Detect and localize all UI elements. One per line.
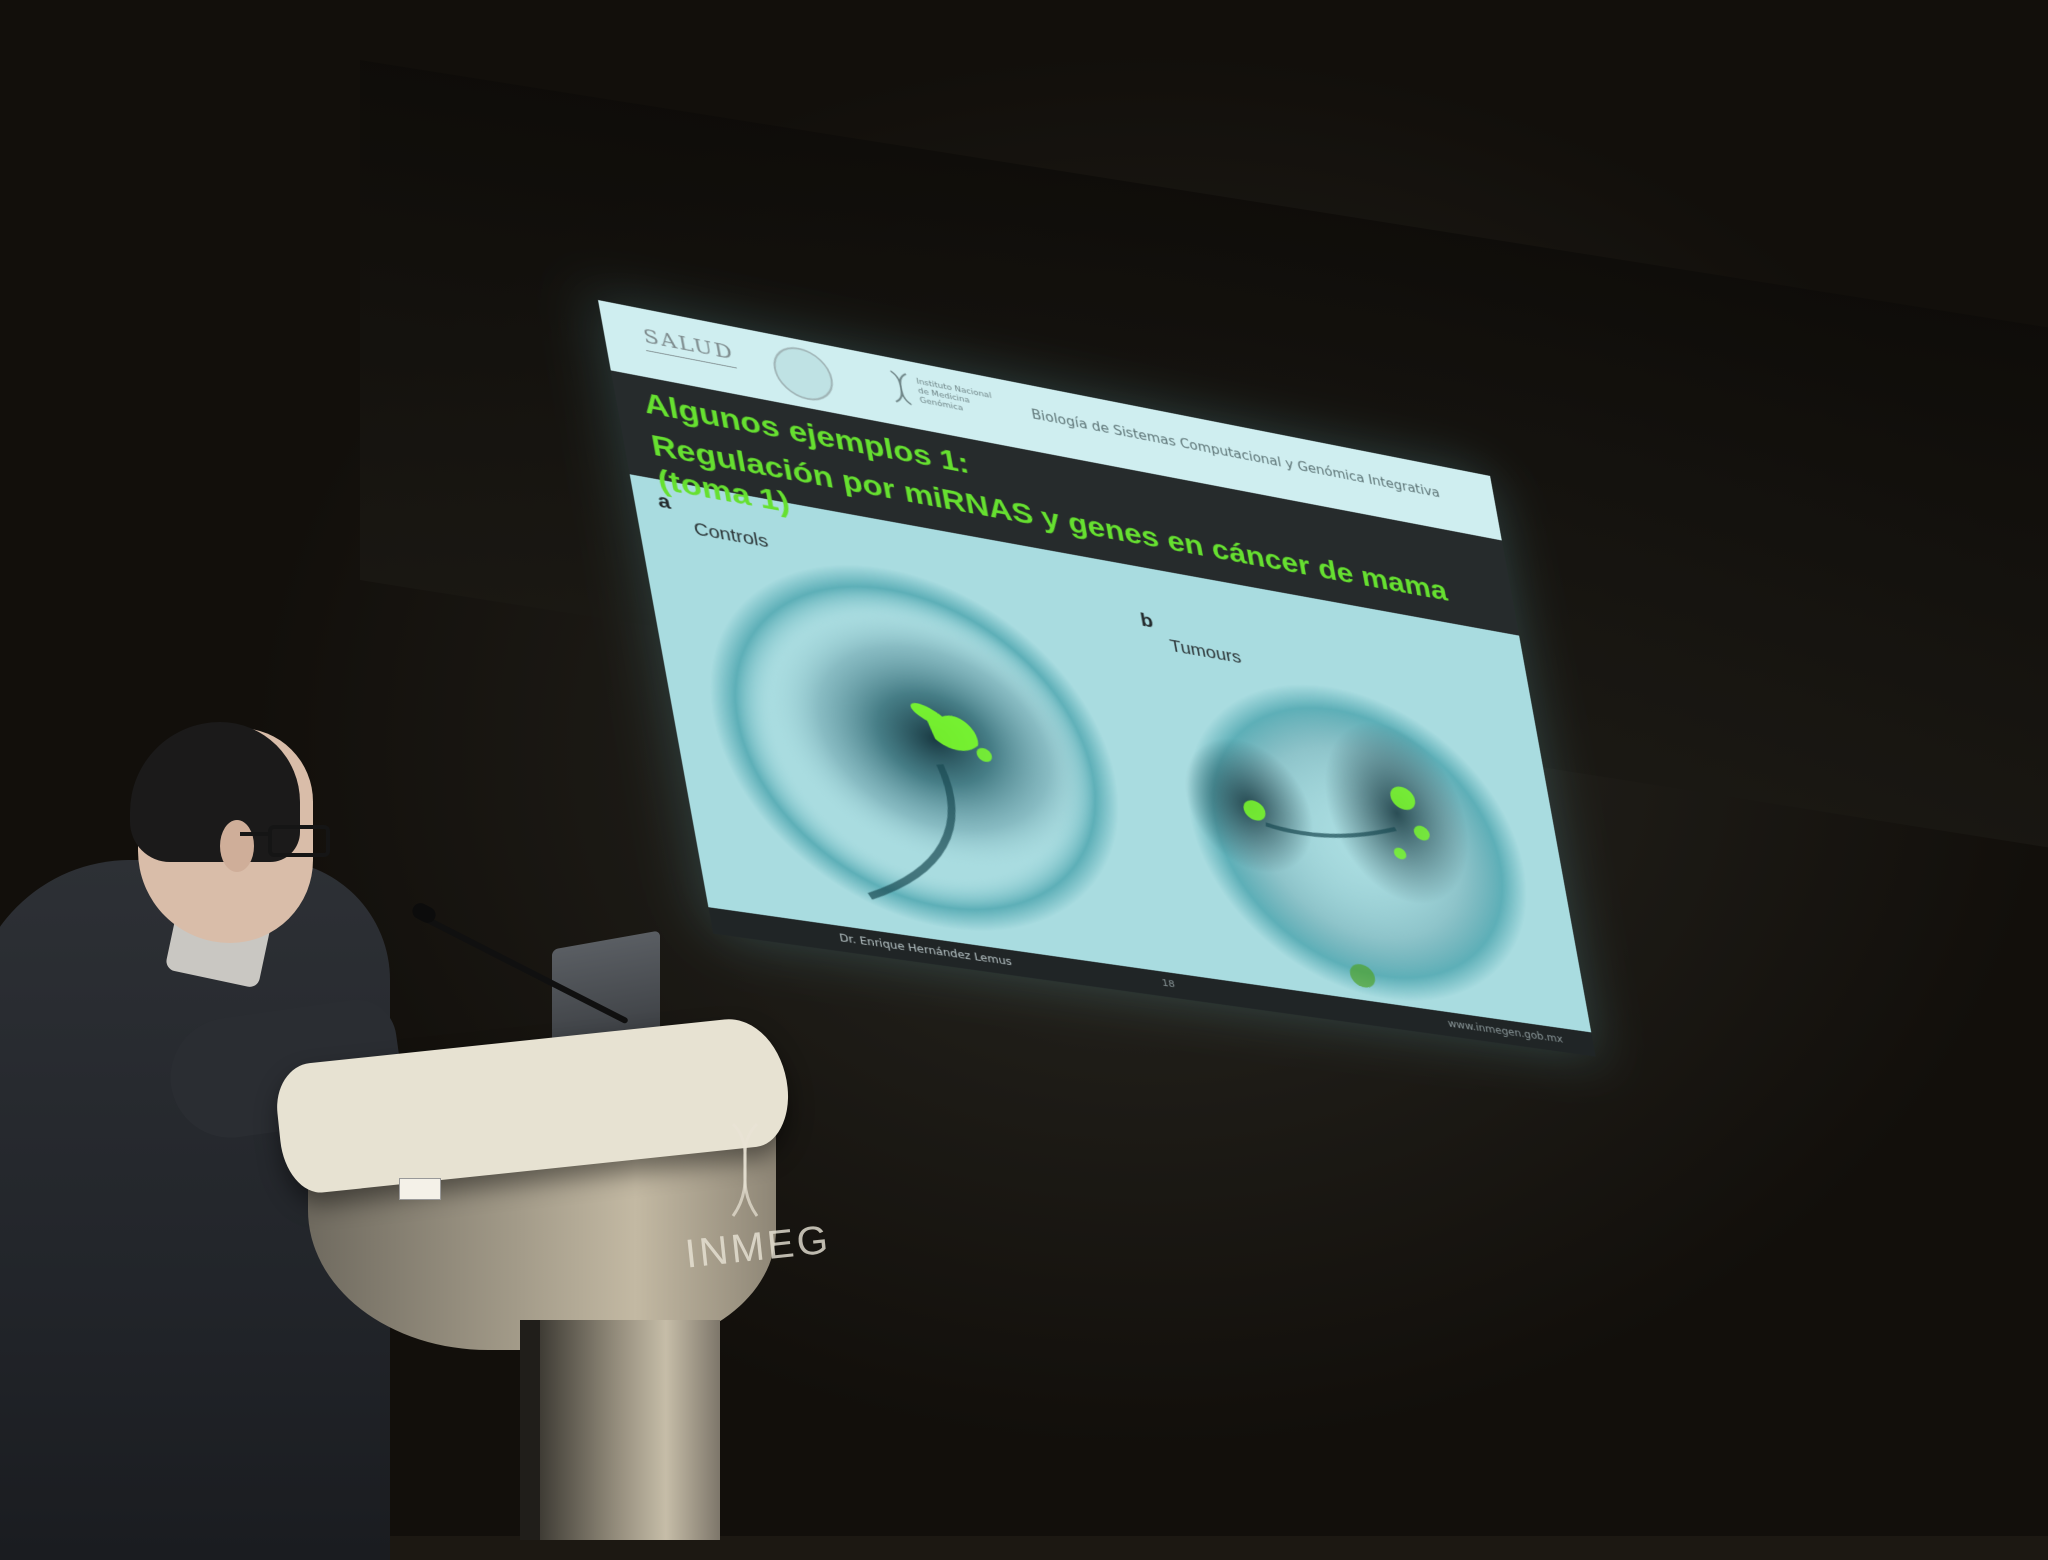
eyeglasses bbox=[268, 825, 330, 857]
podium-dna-logo-icon bbox=[725, 1120, 765, 1220]
presentation-slide: SALUD Instituto Nacional de Medicina Gen… bbox=[598, 300, 1596, 1057]
institute-name: Instituto Nacional de Medicina Genómica bbox=[916, 377, 1006, 422]
government-seal-icon bbox=[769, 342, 837, 405]
salud-logo: SALUD bbox=[642, 326, 736, 365]
tumour-network-graph bbox=[1137, 649, 1574, 1030]
control-network-graph bbox=[658, 524, 1167, 965]
footer-page-number: 18 bbox=[1161, 977, 1176, 990]
podium-sticker bbox=[399, 1178, 441, 1200]
dna-helix-icon bbox=[886, 368, 915, 407]
speaker-ear bbox=[220, 820, 254, 872]
eyeglasses-arm bbox=[240, 832, 272, 836]
panel-b-letter: b bbox=[1139, 609, 1155, 633]
podium-stem bbox=[540, 1320, 720, 1540]
